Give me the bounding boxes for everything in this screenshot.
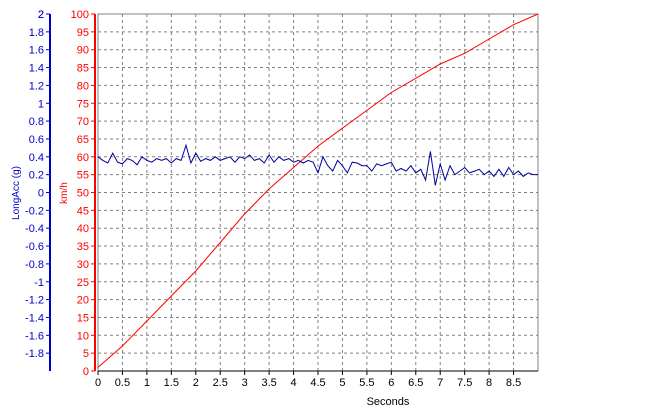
speed-tick-label: 5 xyxy=(83,348,89,360)
speed-tick-label: 80 xyxy=(77,80,89,92)
accel-tick-label: -1.6 xyxy=(25,330,44,342)
x-tick-label: 3.5 xyxy=(261,377,276,389)
x-tick-label: 5.5 xyxy=(359,377,374,389)
speed-tick-label: 35 xyxy=(77,241,89,253)
accel-tick-label: 1.6 xyxy=(29,45,44,57)
speed-tick-label: 90 xyxy=(77,45,89,57)
speed-tick-label: 50 xyxy=(77,188,89,200)
series-line-accel xyxy=(97,143,538,186)
accel-tick-label: 1 xyxy=(38,98,44,110)
x-tick-label: 8 xyxy=(486,377,492,389)
accel-tick-label: 0.4 xyxy=(29,152,44,164)
x-tick-label: 6 xyxy=(388,377,394,389)
x-tick-label: 7.5 xyxy=(457,377,472,389)
x-tick-label: 4 xyxy=(290,377,296,389)
x-tick-label: 6.5 xyxy=(408,377,423,389)
accel-tick-label: 0.2 xyxy=(29,170,44,182)
speed-tick-label: 0 xyxy=(83,366,89,378)
left-axis-speed: 0 5 10 15 20 25 30 35 40 45 50 55 60 65 70 75 80 85 90 95 10… xyxy=(71,9,96,378)
accel-tick-label: 0.6 xyxy=(29,134,44,146)
x-tick-label: 5 xyxy=(339,377,345,389)
accel-axis-label: LongAcc (g) xyxy=(11,166,22,220)
x-tick-label: 2.5 xyxy=(213,377,228,389)
accel-tick-label: -1.4 xyxy=(25,312,44,324)
x-tick-label: 2 xyxy=(193,377,199,389)
accel-tick-label: 1.8 xyxy=(29,27,44,39)
x-axis: 0 0.5 1 1.5 2 2.5 3 3.5 4 4.5 5 5.5 6 6.5 7 7.5 8 8.5 xyxy=(95,370,538,389)
speed-tick-label: 70 xyxy=(77,116,89,128)
x-tick-label: 1.5 xyxy=(164,377,179,389)
accel-tick-label: -0.2 xyxy=(25,205,44,217)
speed-tick-label: 25 xyxy=(77,277,89,289)
speed-tick-label: 95 xyxy=(77,27,89,39)
speed-tick-label: 20 xyxy=(77,295,89,307)
x-tick-label: 3 xyxy=(242,377,248,389)
left-axis-accel: 2 -1.8 -1.6 -1.4 -1.2 -1 -0.8 -0.6 -0.4 -0.2 0 0.2 0… xyxy=(25,9,51,371)
speed-tick-label: 10 xyxy=(77,330,89,342)
speed-tick-label: 45 xyxy=(77,205,89,217)
accel-tick-label: 2 xyxy=(38,9,44,21)
accel-tick-label: 0 xyxy=(38,188,44,200)
accel-tick-label: -1 xyxy=(34,277,44,289)
accel-tick-label: 2 xyxy=(38,9,44,21)
speed-tick-label: 30 xyxy=(77,259,89,271)
x-tick-label: 7 xyxy=(437,377,443,389)
accel-tick-label: -0.8 xyxy=(25,259,44,271)
accel-tick-label: 0.8 xyxy=(29,116,44,128)
speed-tick-label: 65 xyxy=(77,134,89,146)
speed-tick-label: 55 xyxy=(77,170,89,182)
speed-tick-label: 60 xyxy=(77,152,89,164)
x-tick-label: 0.5 xyxy=(115,377,130,389)
series xyxy=(97,13,539,368)
accel-tick-label: -1.8 xyxy=(25,348,44,360)
x-tick-label: 0 xyxy=(95,377,101,389)
accel-tick-label: -0.4 xyxy=(25,223,44,235)
speed-tick-label: 40 xyxy=(77,223,89,235)
speed-tick-label: 15 xyxy=(77,312,89,324)
x-tick-label: 4.5 xyxy=(310,377,325,389)
speed-tick-label: 75 xyxy=(77,98,89,110)
accel-tick-label: 1.4 xyxy=(29,63,44,75)
speed-axis-label: km/h xyxy=(59,182,70,204)
accel-tick-label: -0.6 xyxy=(25,241,44,253)
speed-tick-label: 100 xyxy=(71,9,89,21)
accel-tick-label: 1.2 xyxy=(29,80,44,92)
series-line-speed xyxy=(97,13,539,368)
x-axis-label: Seconds xyxy=(367,396,410,408)
x-tick-label: 8.5 xyxy=(506,377,521,389)
accel-tick-label: -1.2 xyxy=(25,295,44,307)
grid xyxy=(97,13,539,372)
x-tick-label: 1 xyxy=(144,377,150,389)
speed-tick-label: 85 xyxy=(77,63,89,75)
